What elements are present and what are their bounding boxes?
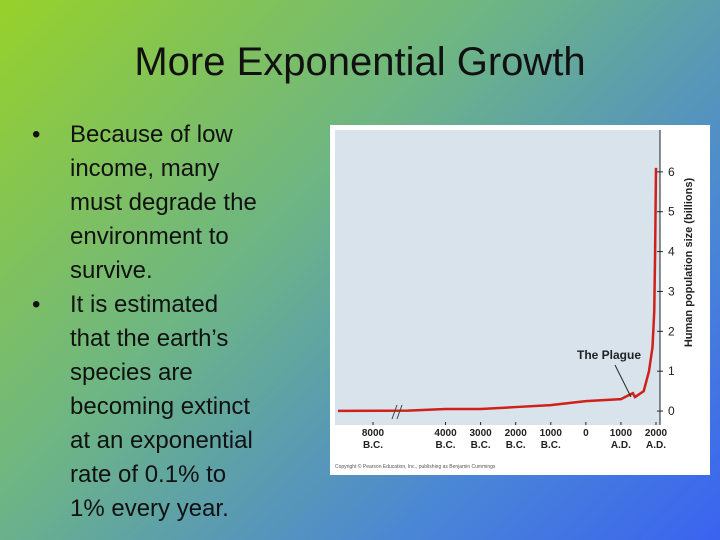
annotation: The Plague xyxy=(577,348,641,362)
x-tick-label: 4000 B.C. xyxy=(434,428,457,451)
x-tick-label: 1000 A.D. xyxy=(609,428,633,451)
x-tick-label: 8000 B.C. xyxy=(361,428,385,451)
x-tick-label: 0 xyxy=(583,428,589,439)
bullet-line: survive. xyxy=(70,257,153,284)
chart-svg: 0 1 2 3 4 5 6 Human population size (billions) T… xyxy=(335,130,695,470)
x-tick-label: 2000 A.D. xyxy=(644,428,668,451)
data-line xyxy=(337,167,658,413)
plot-area xyxy=(335,130,660,425)
bullet-line: that the earth’s xyxy=(70,325,229,352)
x-tick-label: 2000 B.C. xyxy=(504,428,527,451)
bullet-line: environment to xyxy=(70,223,229,250)
y-tick-label: 6 xyxy=(668,165,675,179)
y-tick-label: 5 xyxy=(668,205,675,219)
y-tick-label: 1 xyxy=(668,364,675,378)
bullet-line: It is estimated xyxy=(70,291,219,318)
y-tick-label: 2 xyxy=(668,324,675,338)
x-tick-label: 1000 B.C. xyxy=(539,428,562,451)
slide-title: More Exponential Growth xyxy=(134,40,586,84)
x-tick-label: 3000 B.C. xyxy=(469,428,492,451)
bullet-line: rate of 0.1% to xyxy=(70,461,227,488)
bullet-line: species are xyxy=(70,359,193,386)
bullet-line: income, many xyxy=(70,155,220,182)
chart: 0 1 2 3 4 5 6 Human population size (billions) T… xyxy=(330,125,710,475)
bullet: It is estimated that the earth’s species a… xyxy=(30,288,257,526)
bullet-line: 1% every year. xyxy=(70,495,229,522)
y-axis-title: Human population size (billions) xyxy=(683,178,695,348)
credit: Copyright © Pearson Education, Inc., pub… xyxy=(335,463,496,470)
break-mark xyxy=(396,404,403,420)
bullet-line: at an exponential xyxy=(70,427,253,454)
bullet-line: must degrade the xyxy=(70,189,257,216)
bullet: Because of low income, many must degrade t… xyxy=(30,118,257,288)
break-mark xyxy=(391,404,398,420)
bullet-line: Because of low xyxy=(70,121,233,148)
y-tick-label: 4 xyxy=(668,245,675,259)
bullet-list: Because of low income, many must degrade t… xyxy=(30,118,257,526)
y-tick-label: 0 xyxy=(668,404,675,418)
y-tick-label: 3 xyxy=(668,284,675,298)
bullet-line: becoming extinct xyxy=(70,393,251,420)
annotation-arrow xyxy=(614,364,632,398)
